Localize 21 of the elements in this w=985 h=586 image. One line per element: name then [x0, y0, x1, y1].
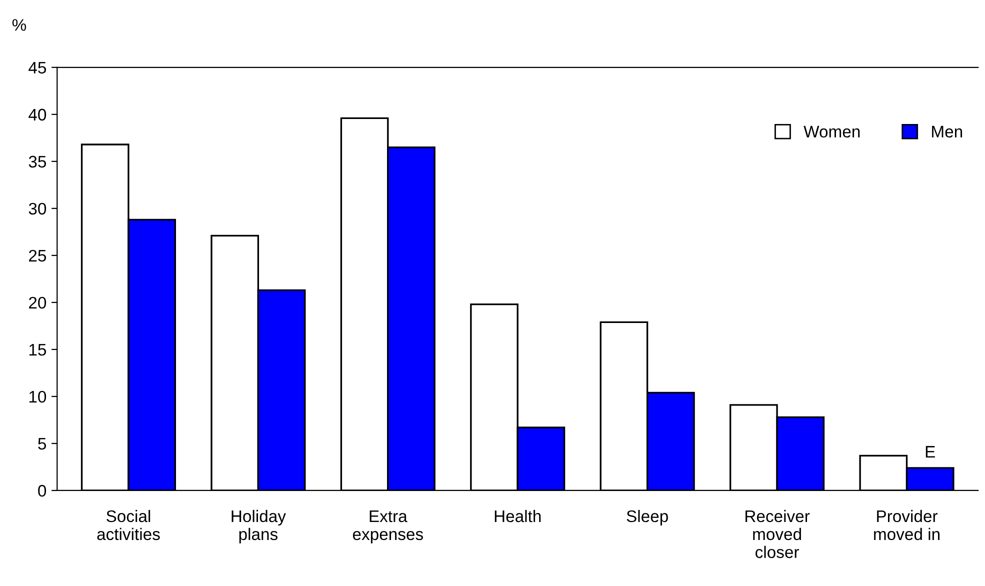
legend-label: Men — [932, 126, 962, 138]
x-tick-label: Health — [494, 510, 541, 522]
y-tick-label: 45 — [28, 62, 46, 74]
x-tick-label: Receiver moved closer — [746, 510, 810, 558]
y-axis-title: % — [12, 19, 26, 31]
y-tick-label: 40 — [28, 108, 46, 121]
y-tick-label: 30 — [28, 202, 46, 215]
y-tick-label: 20 — [29, 296, 46, 309]
y-tick-label: 0 — [38, 484, 46, 497]
y-tick-label: 35 — [28, 156, 46, 168]
y-tick-label: 5 — [38, 438, 46, 450]
x-tick-label: Extra expenses — [352, 510, 423, 544]
annotation: E — [926, 446, 935, 458]
y-tick-label: 25 — [29, 250, 46, 262]
x-tick-label: Holiday plans — [232, 510, 286, 544]
x-tick-label: Provider moved in — [874, 510, 940, 540]
legend-label: Women — [804, 126, 860, 138]
x-tick-label: Sleep — [626, 510, 668, 526]
x-tick-label: Social activities — [97, 510, 160, 540]
y-tick-label: 10 — [29, 390, 46, 403]
y-tick-label: 15 — [29, 344, 46, 356]
